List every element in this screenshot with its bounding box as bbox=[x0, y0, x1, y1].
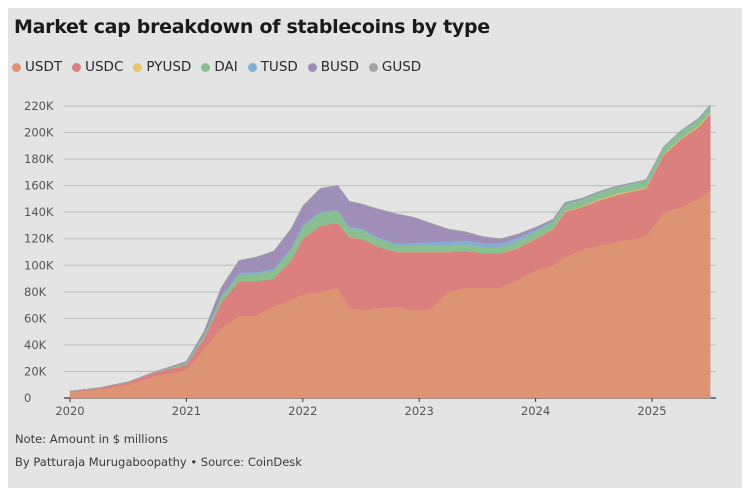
legend-item-dai: DAI bbox=[201, 59, 238, 75]
y-tick-label: 20K bbox=[24, 364, 47, 378]
y-tick-label: 80K bbox=[24, 285, 47, 299]
legend-item-busd: BUSD bbox=[307, 59, 359, 75]
legend-label: DAI bbox=[214, 59, 238, 75]
chart-legend: USDT USDC PYUSD DAI TUSD BUSD GUSD bbox=[12, 59, 421, 75]
legend-label: USDC bbox=[85, 59, 124, 75]
legend-item-usdc: USDC bbox=[72, 59, 123, 75]
legend-item-usdt: USDT bbox=[12, 59, 62, 75]
legend-label: USDT bbox=[25, 59, 63, 75]
legend-swatch bbox=[201, 62, 211, 72]
x-tick-label: 2024 bbox=[521, 404, 550, 418]
legend-swatch bbox=[368, 62, 378, 72]
legend-swatch bbox=[12, 62, 21, 72]
legend-label: BUSD bbox=[320, 59, 359, 75]
y-tick-label: 100K bbox=[24, 258, 54, 272]
y-tick-label: 220K bbox=[24, 99, 54, 113]
x-tick-label: 2023 bbox=[405, 404, 434, 418]
x-tick-label: 2021 bbox=[172, 404, 201, 418]
y-tick-label: 200K bbox=[24, 126, 54, 140]
legend-swatch bbox=[307, 62, 317, 72]
y-tick-label: 180K bbox=[24, 152, 54, 166]
y-tick-label: 120K bbox=[24, 232, 54, 246]
legend-label: TUSD bbox=[260, 59, 298, 75]
legend-label: GUSD bbox=[381, 59, 422, 75]
legend-item-tusd: TUSD bbox=[247, 59, 298, 75]
area-series bbox=[69, 104, 711, 399]
y-tick-label: 140K bbox=[24, 205, 54, 219]
legend-swatch bbox=[133, 62, 143, 72]
x-axis-tick-labels: 2020 2021 2022 2023 2024 2025 bbox=[55, 398, 667, 418]
legend-swatch bbox=[247, 62, 257, 72]
y-tick-label: 0 bbox=[24, 391, 31, 405]
x-tick-label: 2020 bbox=[55, 404, 84, 418]
legend-swatch bbox=[72, 62, 82, 72]
y-tick-label: 40K bbox=[24, 338, 47, 352]
x-tick-label: 2025 bbox=[637, 404, 666, 418]
chart-note: Note: Amount in $ millions bbox=[15, 432, 169, 446]
legend-item-pyusd: PYUSD bbox=[133, 59, 191, 75]
chart-title: Market cap breakdown of stablecoins by t… bbox=[14, 16, 490, 38]
chart-byline: By Patturaja Murugaboopathy • Source: Co… bbox=[15, 455, 302, 469]
y-tick-label: 60K bbox=[24, 311, 47, 325]
area-gusd bbox=[69, 104, 711, 392]
y-axis-tick-labels: 0 20K 40K 60K 80K 100K 120K 140K 160K 180K 200K 220… bbox=[24, 99, 54, 405]
legend-item-gusd: GUSD bbox=[368, 59, 422, 75]
y-tick-label: 160K bbox=[24, 179, 54, 193]
legend-label: PYUSD bbox=[146, 59, 192, 75]
x-tick-label: 2022 bbox=[288, 404, 317, 418]
